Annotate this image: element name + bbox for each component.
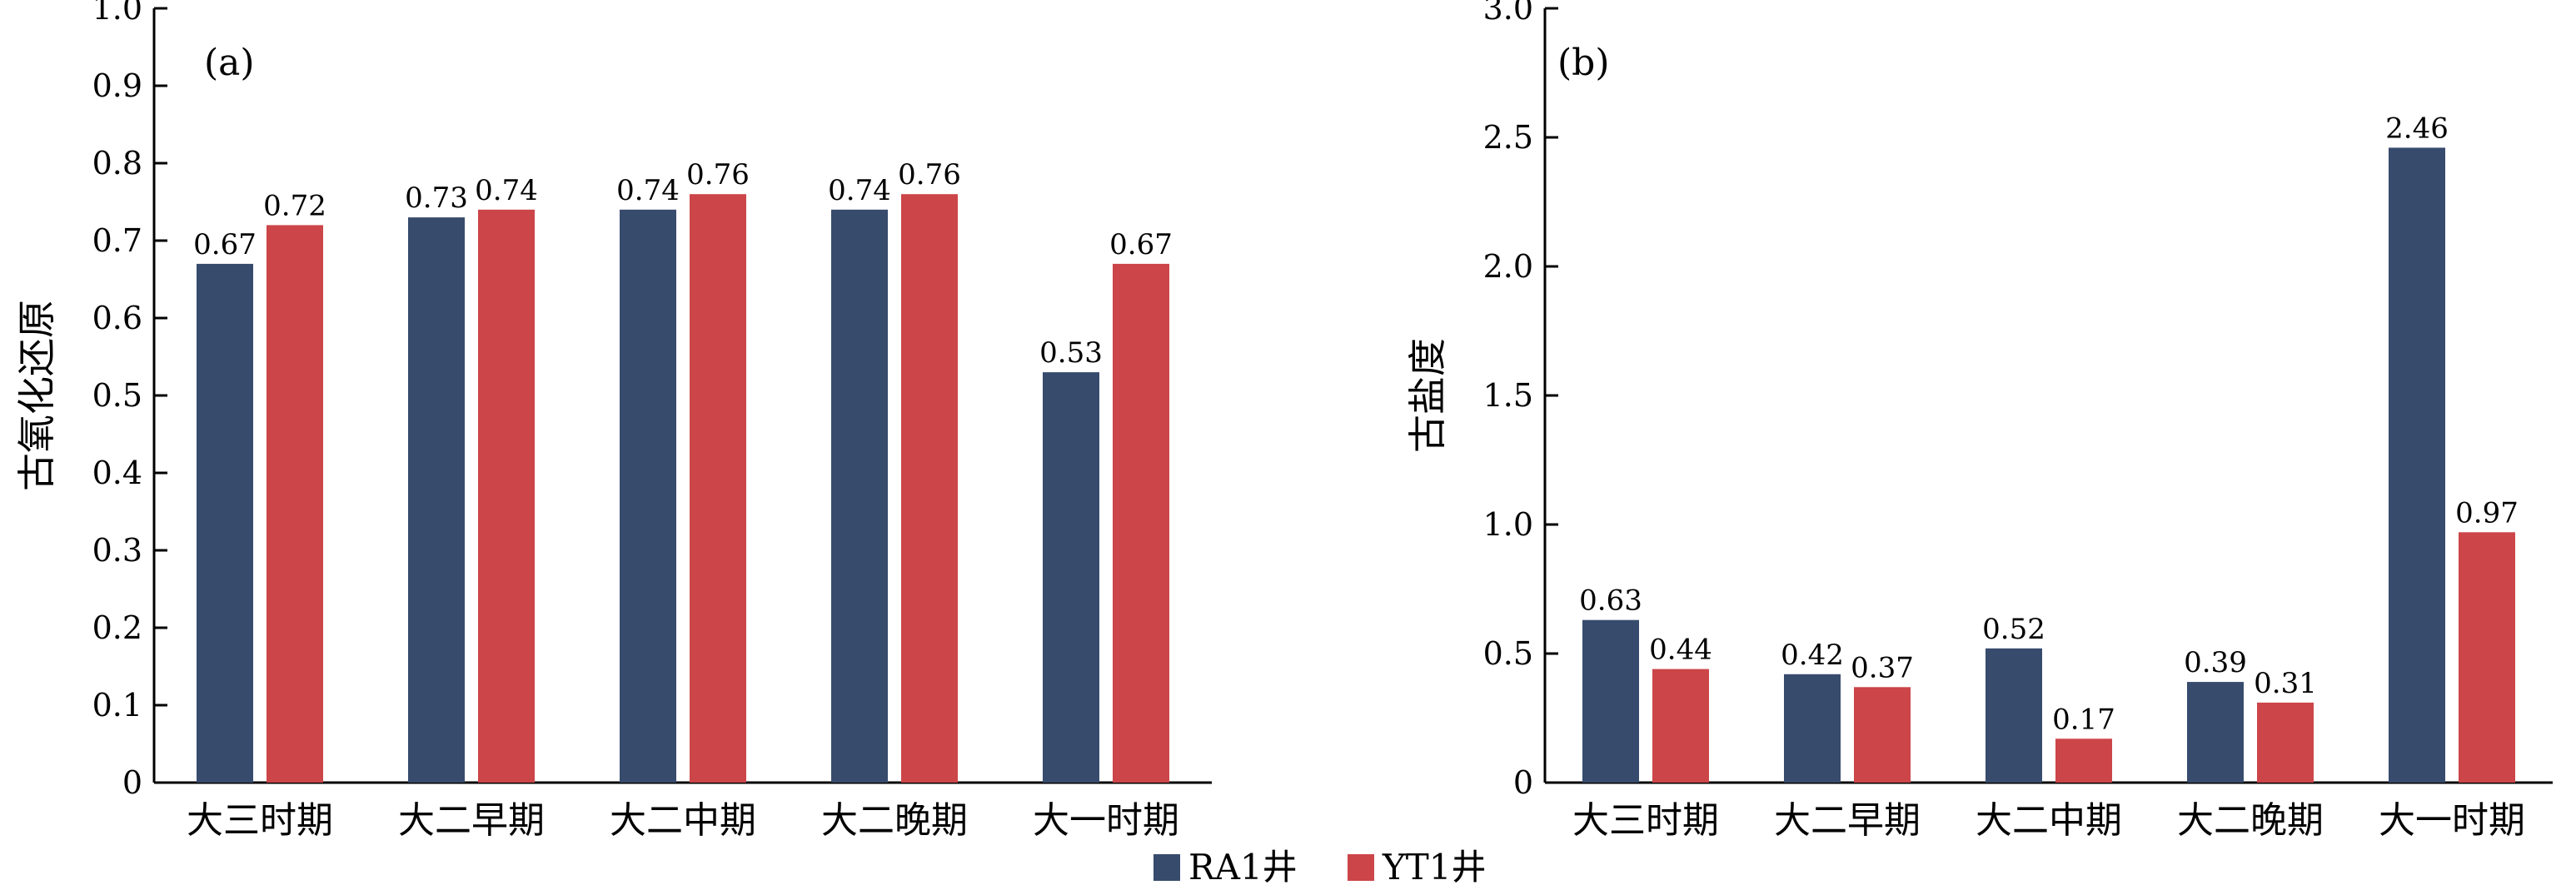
bar [1784,674,1841,783]
bar-value-label: 0.42 [1781,639,1844,672]
y-tick-label: 0.9 [92,67,142,104]
bar [901,194,958,783]
bar-value-label: 0.17 [2052,703,2115,736]
y-tick-label: 1.0 [1483,506,1533,543]
bar [408,217,465,783]
bar [478,209,535,783]
legend-swatch [1348,854,1374,881]
bar-value-label: 0.63 [1579,584,1642,618]
bar-value-label: 0.73 [405,181,468,215]
legend-label: RA1井 [1188,847,1298,888]
bar-value-label: 0.37 [1851,651,1914,684]
legend-swatch [1153,854,1180,881]
y-tick-label: 0.3 [92,532,142,569]
bar-value-label: 0.31 [2254,667,2317,700]
bar-value-label: 0.39 [2184,646,2247,679]
panel-label: (a) [204,42,255,84]
x-category-label: 大二早期 [398,799,545,842]
y-axis-title: 古盐度 [1405,338,1450,453]
bar-value-label: 0.53 [1039,336,1103,370]
x-category-label: 大一时期 [2379,799,2525,842]
bar-value-label: 0.44 [1649,634,1712,667]
bar-value-label: 0.76 [686,158,750,191]
y-tick-label: 0.1 [92,687,142,723]
bar-value-label: 0.67 [1109,228,1173,261]
bar-value-label: 0.52 [1982,613,2045,646]
bar-value-label: 0.67 [193,228,257,261]
y-tick-label: 2.0 [1483,248,1533,285]
x-category-label: 大三时期 [1572,799,1719,842]
bar [2389,147,2445,783]
bar [267,225,323,783]
x-category-label: 大二早期 [1774,799,1921,842]
y-tick-label: 3.0 [1483,0,1533,27]
x-category-label: 大三时期 [187,799,333,842]
x-category-label: 大二中期 [1976,799,2122,842]
y-axis-title: 古氧化还原 [14,300,59,491]
bar [2257,702,2314,783]
bar [1113,263,1169,783]
bar-value-label: 0.97 [2455,496,2519,530]
bar [1652,669,1709,783]
y-tick-label: 0.8 [92,145,142,181]
y-tick-label: 0.5 [1483,635,1533,672]
x-category-label: 大二中期 [610,799,756,842]
bar [1043,372,1099,783]
bar [1582,619,1639,783]
bar-value-label: 0.74 [475,174,538,207]
bar [197,263,253,783]
y-tick-label: 0.2 [92,609,142,646]
bar [1986,648,2042,783]
bar-value-label: 0.76 [898,158,961,191]
y-tick-label: 0.4 [92,455,142,491]
bar [2187,682,2244,783]
bar-value-label: 0.74 [616,174,680,207]
x-category-label: 大一时期 [1033,799,1179,842]
y-tick-label: 1.0 [92,0,142,27]
bar [620,209,676,783]
bar [831,209,888,783]
x-category-label: 大二晚期 [821,799,968,842]
legend-label: YT1井 [1382,847,1486,888]
x-category-label: 大二晚期 [2177,799,2324,842]
bar-value-label: 0.72 [263,189,326,222]
bar [2055,738,2112,783]
bar [690,194,746,783]
bar-value-label: 2.46 [2385,112,2449,145]
y-tick-label: 0 [1513,764,1533,801]
bar [2459,532,2515,783]
y-tick-label: 0.7 [92,222,142,259]
panel-label: (b) [1557,42,1610,84]
bar [1854,687,1911,783]
y-tick-label: 1.5 [1483,377,1533,414]
y-tick-label: 2.5 [1483,119,1533,156]
y-tick-label: 0.5 [92,377,142,414]
y-tick-label: 0 [122,764,142,801]
y-tick-label: 0.6 [92,300,142,336]
bar-value-label: 0.74 [828,174,891,207]
